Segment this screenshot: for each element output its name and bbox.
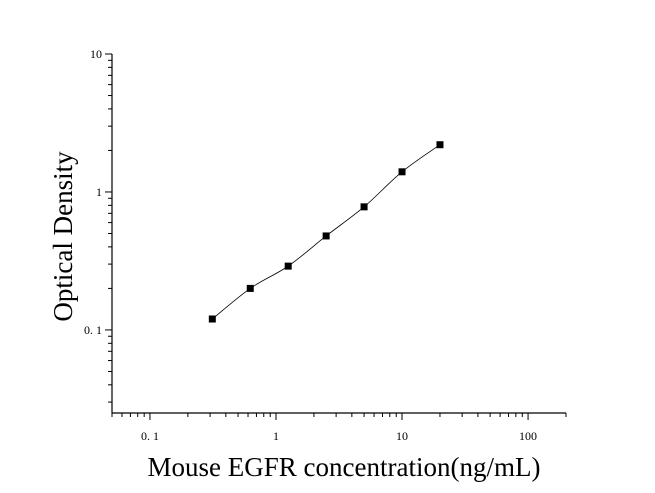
data-point [360,203,368,211]
x-axis-title: Mouse EGFR concentration(ng/mL) [148,452,541,482]
data-points [208,141,444,323]
x-axis-ticks [111,413,567,420]
data-point [398,168,406,176]
y-tick-label: 0. 1 [84,323,102,337]
y-axis-title: Optical Density [48,151,78,322]
y-tick-label: 1 [96,185,102,199]
data-point [436,141,444,149]
axes [111,54,566,414]
x-axis-tick-labels: 0. 1 1 10 100 [141,429,537,443]
data-point [284,262,292,270]
data-point [322,232,330,240]
y-tick-label: 10 [90,47,102,61]
x-tick-label: 0. 1 [141,429,159,443]
x-tick-label: 100 [519,429,537,443]
x-tick-label: 10 [396,429,408,443]
fit-curve [212,144,441,320]
y-axis-ticks [105,53,112,403]
data-point [208,315,216,323]
y-axis-tick-labels: 0. 1 1 10 [84,47,102,337]
x-tick-label: 1 [273,429,279,443]
data-point [246,284,254,292]
